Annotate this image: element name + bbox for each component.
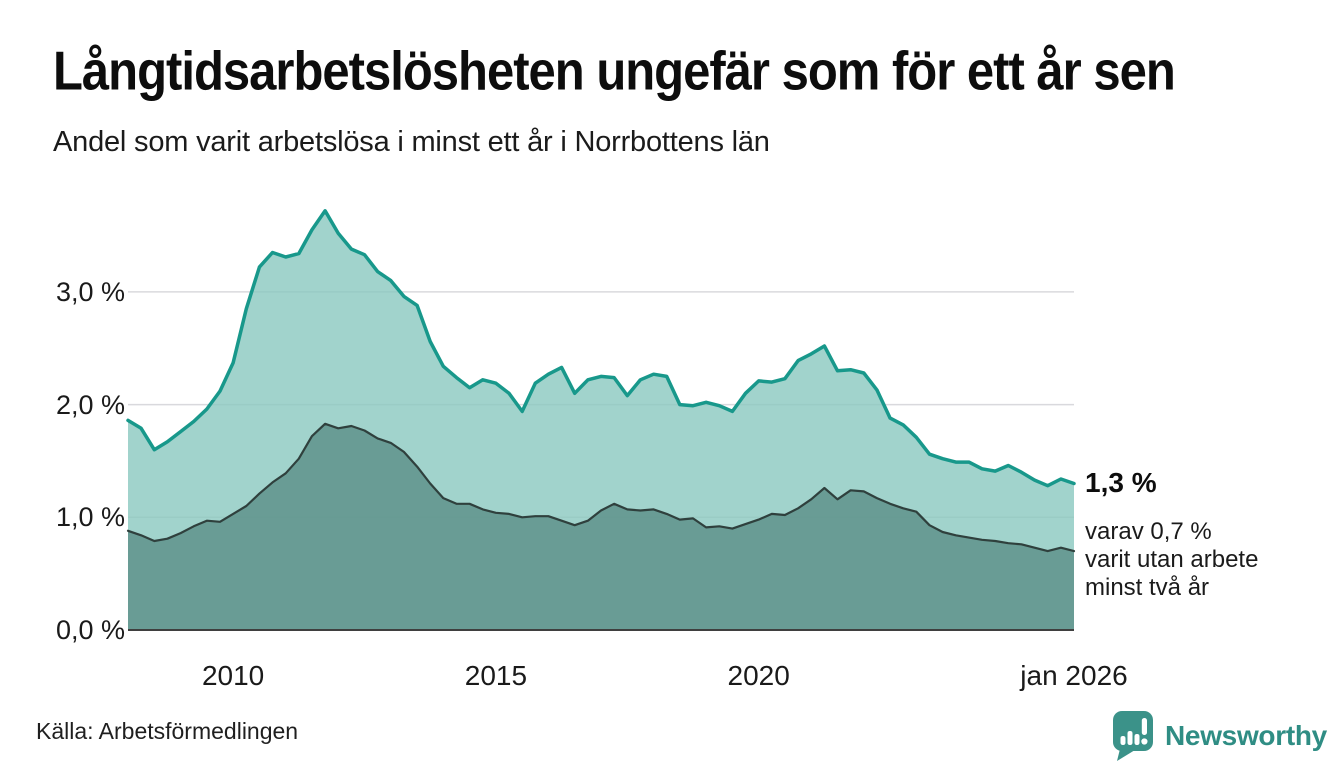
annotation-note-line: varav 0,7 % <box>1085 518 1212 546</box>
y-tick-label: 3,0 % <box>55 276 125 307</box>
annotation-note-line: minst två år <box>1085 574 1210 602</box>
newsworthy-logo-icon <box>1113 711 1153 761</box>
line-series-0 <box>126 209 1076 488</box>
newsworthy-logo[interactable]: Newsworthy <box>1110 709 1327 762</box>
source-note: Källa: Arbetsförmedlingen <box>36 718 299 744</box>
line-series-1 <box>126 422 1076 553</box>
y-tick-label: 1,0 % <box>55 502 125 533</box>
area-series-1 <box>128 423 1074 630</box>
x-tick-label: 2015 <box>464 660 528 691</box>
y-tick-label: 0,0 % <box>55 615 125 645</box>
page-title: Långtidsarbetslösheten ungefär som för e… <box>53 41 1176 102</box>
annotation-note: varav 0,7 % varit utan arbete minst två … <box>1085 518 1258 602</box>
latest-value-label: 1,3 % <box>1085 467 1157 499</box>
y-tick-label: 2,0 % <box>55 389 125 420</box>
annotation-note-line: varit utan arbete <box>1085 546 1259 574</box>
chart-subtitle: Andel som varit arbetslösa i minst ett å… <box>53 126 770 158</box>
x-tick-label: 2010 <box>201 660 265 691</box>
x-tick-label: jan 2026 <box>1020 660 1128 691</box>
newsworthy-logo-text: Newsworthy <box>1165 719 1327 751</box>
x-tick-label: 2020 <box>727 660 790 691</box>
